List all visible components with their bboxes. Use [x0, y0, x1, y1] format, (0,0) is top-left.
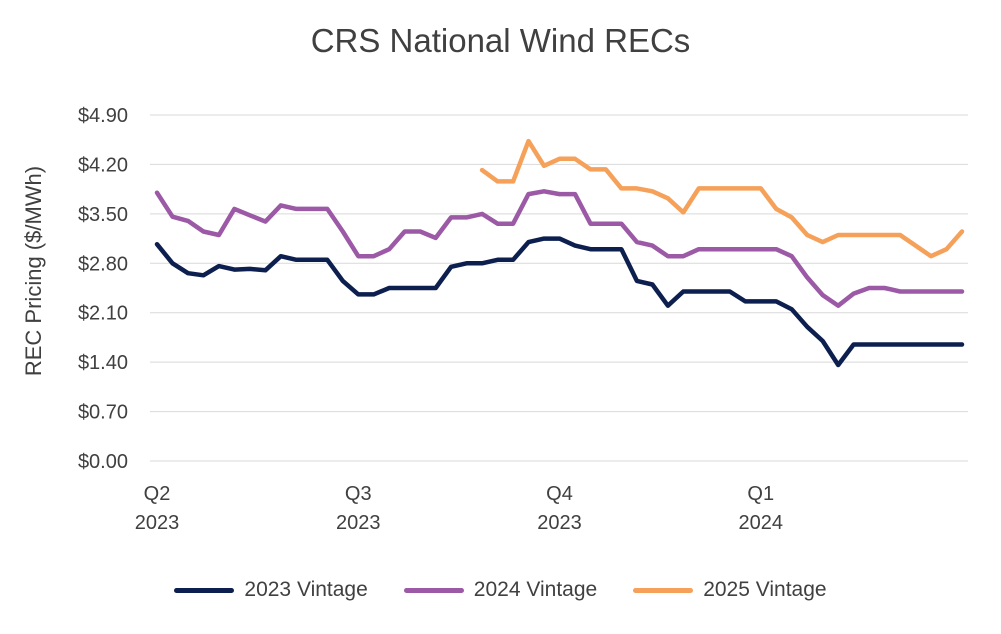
x-tick-label-year: 2024 [739, 512, 784, 534]
series-line-2024-vintage [154, 189, 965, 308]
y-tick-label: $1.40 [78, 352, 128, 374]
x-tick-label: Q3 [345, 483, 372, 505]
x-tick-label: Q4 [546, 483, 573, 505]
y-tick-label: $0.00 [78, 451, 128, 473]
legend-swatch-2024 [403, 587, 464, 593]
y-tick-label: $4.20 [78, 154, 128, 176]
x-tick-label: Q1 [747, 483, 774, 505]
legend-swatch-2023 [174, 587, 235, 593]
x-tick-label-year: 2023 [336, 512, 381, 534]
legend-item-2025-vintage: 2025 Vintage [633, 578, 827, 602]
legend-label-2025: 2025 Vintage [703, 578, 827, 601]
series-line-2023-vintage [154, 236, 965, 368]
series-lines [154, 138, 965, 368]
y-tick-label: $0.70 [78, 402, 128, 424]
x-tick-label-year: 2023 [537, 512, 582, 534]
legend-swatch-2025 [633, 587, 694, 593]
y-axis-ticks: $0.00 $0.70 $1.40 $2.10 $2.80 $3.50 $4.20 $4.90 [78, 105, 128, 473]
chart-title: CRS National Wind RECs [310, 22, 691, 59]
x-tick-label-year: 2023 [135, 512, 180, 534]
legend: 2023 Vintage 2024 Vintage 2025 Vintage [0, 578, 1001, 602]
y-axis-label: REC Pricing ($/MWh) [21, 166, 46, 376]
legend-label-2023: 2023 Vintage [244, 578, 368, 601]
y-tick-label: $3.50 [78, 204, 128, 226]
series-line-2025-vintage [479, 138, 965, 259]
y-tick-label: $2.10 [78, 303, 128, 325]
gridlines [150, 114, 968, 462]
legend-item-2023-vintage: 2023 Vintage [174, 578, 368, 602]
y-tick-label: $2.80 [78, 253, 128, 275]
legend-label-2024: 2024 Vintage [473, 578, 598, 601]
x-axis-ticks: Q2 2023 Q3 2023 Q4 2023 Q1 2024 [135, 483, 783, 534]
legend-item-2024-vintage: 2024 Vintage [403, 578, 598, 602]
x-tick-label: Q2 [144, 483, 171, 505]
y-tick-label: $4.90 [78, 105, 128, 127]
